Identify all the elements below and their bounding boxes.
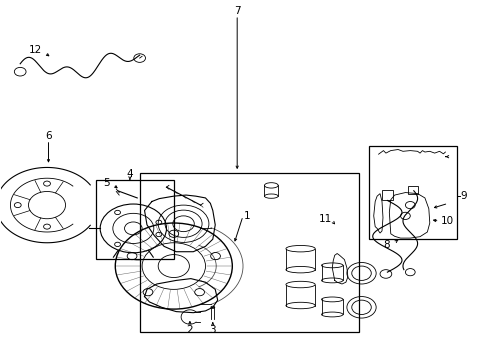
Text: 5: 5 <box>103 177 110 188</box>
Bar <box>96 180 173 259</box>
Text: 9: 9 <box>459 191 466 201</box>
Polygon shape <box>388 193 429 238</box>
Text: 1: 1 <box>243 211 250 221</box>
Text: 12: 12 <box>29 45 42 55</box>
Text: 4: 4 <box>126 168 133 179</box>
Text: 3: 3 <box>209 325 216 335</box>
Polygon shape <box>373 194 382 233</box>
Text: 8: 8 <box>383 240 389 250</box>
Text: 6: 6 <box>45 131 52 141</box>
Bar <box>140 173 358 332</box>
Text: 10: 10 <box>440 216 453 226</box>
Bar <box>381 190 392 200</box>
Bar <box>368 146 456 239</box>
Text: 2: 2 <box>186 325 193 335</box>
Text: 11: 11 <box>318 215 331 224</box>
Text: 7: 7 <box>233 6 240 17</box>
Bar <box>407 186 417 194</box>
